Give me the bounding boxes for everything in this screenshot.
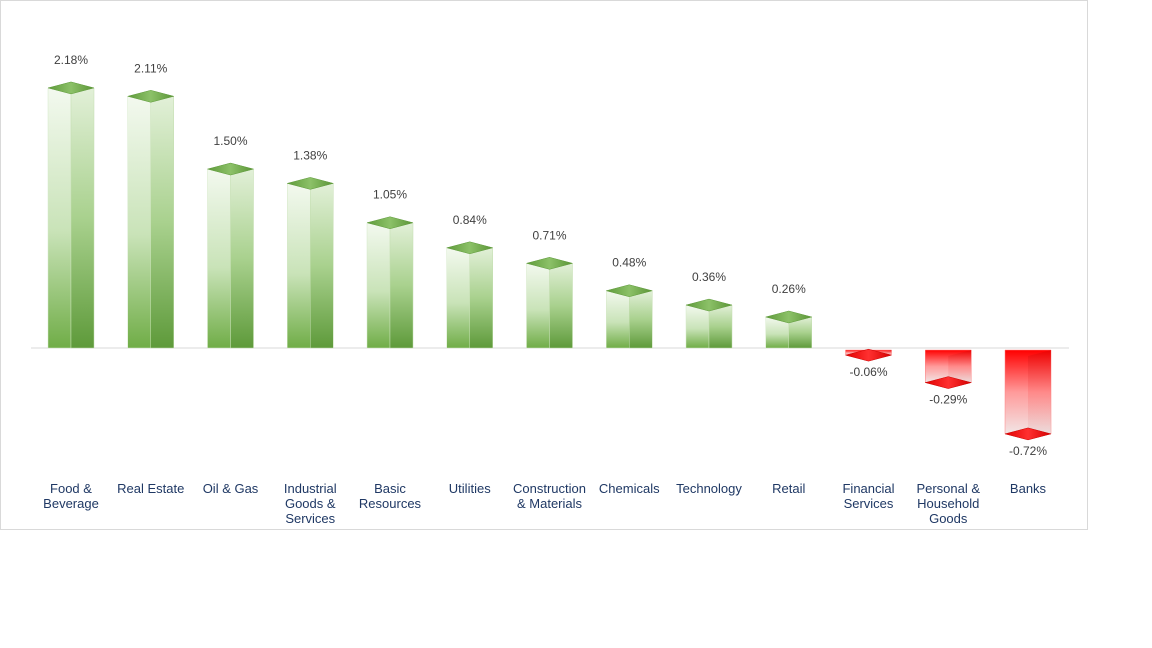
- bar-7: [525, 257, 574, 349]
- category-label: Retail: [772, 481, 805, 496]
- data-label: 0.36%: [692, 270, 726, 284]
- data-label: 1.50%: [213, 134, 247, 148]
- bar-5: [366, 216, 414, 349]
- data-label: 0.84%: [453, 213, 487, 227]
- bar-side: [70, 87, 95, 349]
- data-label: 0.48%: [612, 256, 646, 270]
- category-label-line: Construction: [513, 481, 586, 496]
- bar-6: [445, 241, 494, 349]
- bar-13: [1004, 349, 1052, 441]
- bar-12: [924, 349, 973, 389]
- category-label: Industrial Goods & Services: [284, 481, 337, 526]
- category-label-line: Resources: [359, 496, 422, 511]
- bar-side: [310, 183, 334, 349]
- data-label: 0.26%: [772, 282, 806, 296]
- bar-8: [605, 284, 654, 349]
- category-label-line: Real Estate: [117, 481, 184, 496]
- category-label-line: Banks: [1010, 481, 1047, 496]
- bar-cap: [366, 216, 414, 229]
- category-label-line: Industrial: [284, 481, 337, 496]
- bar-face: [526, 262, 550, 349]
- bar-face: [207, 168, 231, 349]
- category-label: Oil & Gas: [203, 481, 259, 496]
- bar-3: [206, 162, 255, 349]
- category-labels-group: Food & Beverage Real Estate Oil & Gas Indust…: [43, 481, 1046, 526]
- bar-face: [606, 290, 630, 349]
- bar-cap: [445, 241, 494, 255]
- category-label: Technology: [676, 481, 742, 496]
- category-label: Basic Resources: [359, 481, 422, 511]
- category-label-line: Personal &: [916, 481, 980, 496]
- category-label-line: Food &: [50, 481, 92, 496]
- bar-face: [47, 87, 72, 349]
- bar-face: [685, 304, 710, 349]
- category-label-line: Goods: [929, 511, 968, 526]
- bar-cap: [47, 81, 95, 95]
- category-label-line: & Materials: [517, 496, 583, 511]
- data-label: -0.06%: [849, 365, 887, 379]
- chart-area: 2.18% 2.11% 1.50% 1.38% 1.05% 0.84% 0.71% 0.48%…: [0, 0, 1088, 530]
- bar-1: [47, 81, 95, 349]
- category-label: Personal & Household Goods: [916, 481, 980, 526]
- bar-cap: [206, 162, 255, 176]
- bar-cap: [126, 90, 175, 103]
- category-label-line: Beverage: [43, 496, 99, 511]
- bar-face: [127, 95, 151, 349]
- category-label-line: Basic: [374, 481, 406, 496]
- category-label: Chemicals: [599, 481, 660, 496]
- bar-4: [286, 177, 335, 349]
- bar-face: [366, 222, 391, 349]
- bar-cap: [764, 310, 813, 324]
- bar-2: [126, 90, 175, 349]
- category-label-line: Oil & Gas: [203, 481, 259, 496]
- bar-cap: [1004, 427, 1052, 441]
- bar-face: [287, 183, 311, 349]
- bar-cap: [525, 257, 574, 270]
- bar-side: [549, 262, 573, 349]
- bars-group: [47, 81, 1052, 441]
- category-label-line: Services: [844, 496, 894, 511]
- bar-side: [629, 290, 653, 349]
- data-label: 2.18%: [54, 53, 88, 67]
- bar-side: [1028, 350, 1051, 434]
- category-label: Utilities: [449, 481, 491, 496]
- category-label: Food & Beverage: [43, 481, 99, 511]
- bar-side: [708, 304, 733, 349]
- category-label-line: Technology: [676, 481, 742, 496]
- category-label-line: Services: [285, 511, 335, 526]
- bar-cap: [286, 177, 335, 190]
- category-label-line: Household: [917, 496, 979, 511]
- bar-side: [469, 247, 493, 349]
- bar-side: [389, 222, 414, 349]
- category-label-line: Utilities: [449, 481, 491, 496]
- data-label: 1.05%: [373, 188, 407, 202]
- category-label: Construction & Materials: [513, 481, 586, 511]
- bar-11: [844, 348, 893, 362]
- bar-side: [150, 95, 174, 349]
- bar-10: [764, 310, 813, 349]
- bar-side: [948, 350, 972, 383]
- category-label-line: Chemicals: [599, 481, 660, 496]
- data-label: 0.71%: [532, 228, 566, 242]
- data-labels-group: 2.18% 2.11% 1.50% 1.38% 1.05% 0.84% 0.71% 0.48%…: [54, 53, 1047, 458]
- bar-cap: [605, 284, 654, 297]
- bar-chart: 2.18% 2.11% 1.50% 1.38% 1.05% 0.84% 0.71% 0.48%…: [31, 53, 1069, 526]
- bar-cap: [685, 298, 733, 312]
- data-label: -0.29%: [929, 393, 967, 407]
- bar-cap: [924, 376, 973, 389]
- data-label: 2.11%: [134, 61, 167, 75]
- bar-face: [446, 247, 470, 349]
- data-label: -0.72%: [1009, 444, 1047, 458]
- bar-cap: [844, 348, 893, 362]
- category-label: Financial Services: [842, 481, 894, 511]
- bar-9: [685, 298, 733, 349]
- category-label: Real Estate: [117, 481, 184, 496]
- category-label-line: Retail: [772, 481, 805, 496]
- category-label-line: Goods &: [285, 496, 336, 511]
- category-label: Banks: [1010, 481, 1047, 496]
- data-label: 1.38%: [293, 148, 327, 162]
- category-label-line: Financial: [842, 481, 894, 496]
- bar-side: [230, 168, 254, 349]
